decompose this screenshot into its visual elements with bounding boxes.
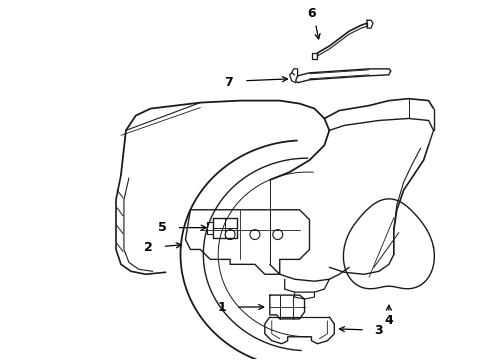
Text: 2: 2: [145, 241, 153, 254]
Text: 3: 3: [375, 324, 383, 337]
Text: 7: 7: [224, 76, 233, 89]
Text: 5: 5: [158, 221, 167, 234]
Text: 4: 4: [385, 314, 393, 327]
Text: 1: 1: [218, 301, 226, 314]
Text: 6: 6: [307, 7, 316, 20]
